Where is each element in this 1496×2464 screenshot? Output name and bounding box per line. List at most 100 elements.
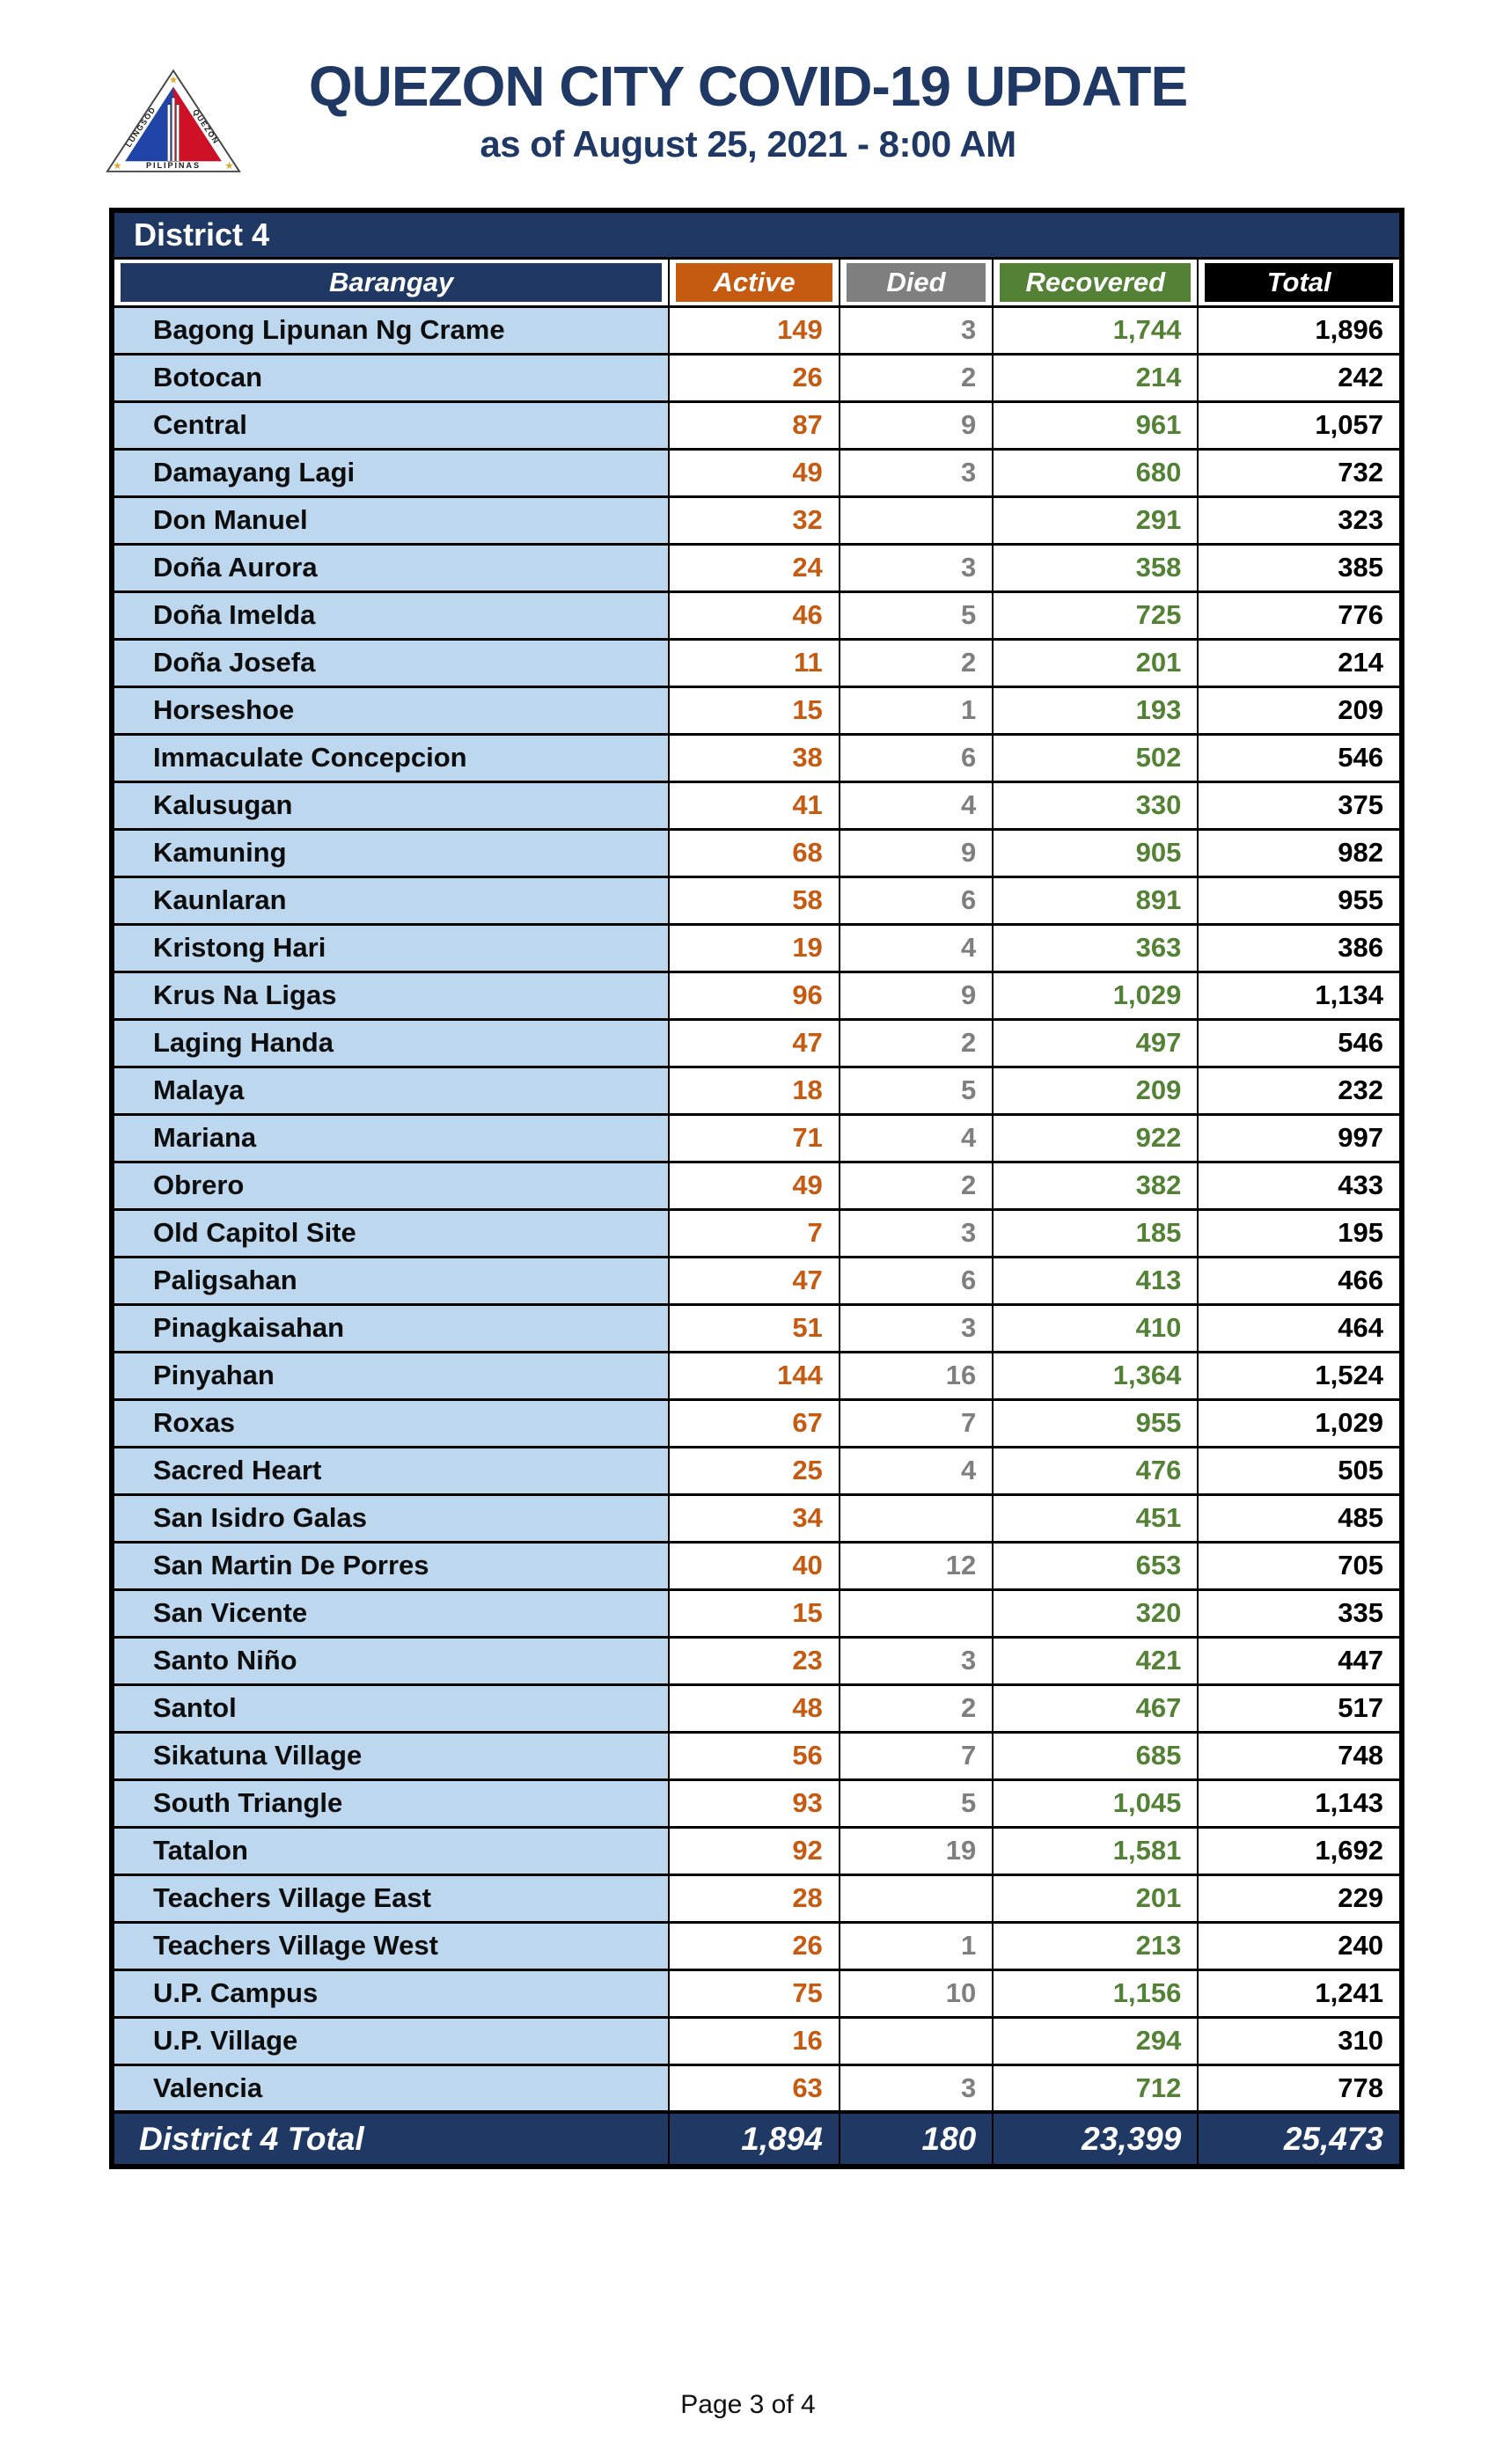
active-count-cell: 47 <box>668 1017 840 1068</box>
barangay-name-cell: Doña Josefa <box>110 637 671 688</box>
total-count-cell: 1,692 <box>1197 1825 1403 1876</box>
active-count-cell: 92 <box>668 1825 840 1876</box>
died-count-cell: 9 <box>838 970 994 1021</box>
total-count-cell: 955 <box>1197 875 1403 926</box>
barangay-name-cell: Kristong Hari <box>110 922 671 973</box>
died-count-cell: 3 <box>838 1635 994 1686</box>
total-count-cell: 505 <box>1197 1445 1403 1496</box>
table-row: Sacred Heart 25 4 476 505 <box>110 1445 1403 1496</box>
recovered-count-cell: 467 <box>992 1683 1199 1734</box>
table-row: Mariana 71 4 922 997 <box>110 1112 1403 1163</box>
active-count-cell: 49 <box>668 447 840 498</box>
barangay-name-cell: Mariana <box>110 1112 671 1163</box>
active-count-cell: 26 <box>668 1920 840 1971</box>
recovered-count-cell: 213 <box>992 1920 1199 1971</box>
total-count-cell: 229 <box>1197 1873 1403 1924</box>
active-count-cell: 15 <box>668 1588 840 1639</box>
barangay-name-cell: Horseshoe <box>110 685 671 736</box>
active-count-cell: 67 <box>668 1397 840 1448</box>
table-row: Kristong Hari 19 4 363 386 <box>110 922 1403 973</box>
active-count-cell: 51 <box>668 1302 840 1353</box>
table-row: Doña Imelda 46 5 725 776 <box>110 590 1403 641</box>
recovered-count-cell: 201 <box>992 1873 1199 1924</box>
barangay-name-cell: San Martin De Porres <box>110 1540 671 1591</box>
recovered-count-cell: 330 <box>992 780 1199 831</box>
recovered-count-cell: 891 <box>992 875 1199 926</box>
died-count-cell: 6 <box>838 875 994 926</box>
active-header-label: Active <box>676 262 832 302</box>
total-count-cell: 195 <box>1197 1207 1403 1258</box>
total-count-cell: 997 <box>1197 1112 1403 1163</box>
recovered-count-cell: 320 <box>992 1588 1199 1639</box>
died-count-cell: 9 <box>838 400 994 451</box>
quezon-city-seal-icon: ★ ★ ★ LUNGSOD QUEZON PILIPINAS <box>106 69 241 172</box>
died-count-cell: 4 <box>838 1112 994 1163</box>
barangay-name-cell: Obrero <box>110 1160 671 1211</box>
seal-bottom-label: PILIPINAS <box>146 161 201 170</box>
total-count-cell: 240 <box>1197 1920 1403 1971</box>
active-count-cell: 38 <box>668 732 840 783</box>
table-row: U.P. Village 16 294 310 <box>110 2015 1403 2066</box>
died-count-cell: 7 <box>838 1397 994 1448</box>
active-count-cell: 63 <box>668 2063 840 2114</box>
barangay-name-cell: South Triangle <box>110 1778 671 1829</box>
active-count-cell: 87 <box>668 400 840 451</box>
table-row: Roxas 67 7 955 1,029 <box>110 1397 1403 1448</box>
died-count-cell: 1 <box>838 1920 994 1971</box>
recovered-count-cell: 185 <box>992 1207 1199 1258</box>
district-total-died: 180 <box>838 2110 994 2167</box>
died-header-label: Died <box>846 262 986 302</box>
barangay-name-cell: Doña Imelda <box>110 590 671 641</box>
barangay-name-cell: Teachers Village West <box>110 1920 671 1971</box>
died-count-cell: 2 <box>838 1160 994 1211</box>
barangay-name-cell: Valencia <box>110 2063 671 2114</box>
recovered-count-cell: 1,581 <box>992 1825 1199 1876</box>
table-row: Laging Handa 47 2 497 546 <box>110 1017 1403 1068</box>
total-count-cell: 732 <box>1197 447 1403 498</box>
table-row: Kaunlaran 58 6 891 955 <box>110 875 1403 926</box>
table-row: Doña Aurora 24 3 358 385 <box>110 542 1403 593</box>
barangay-name-cell: Kalusugan <box>110 780 671 831</box>
died-count-cell: 1 <box>838 685 994 736</box>
recovered-count-cell: 1,744 <box>992 304 1199 356</box>
district-total-label: District 4 Total <box>110 2110 671 2167</box>
total-count-cell: 335 <box>1197 1588 1403 1639</box>
recovered-count-cell: 961 <box>992 400 1199 451</box>
table-row: San Vicente 15 320 335 <box>110 1588 1403 1639</box>
barangay-name-cell: Don Manuel <box>110 495 671 546</box>
active-count-cell: 15 <box>668 685 840 736</box>
district-total-recovered: 23,399 <box>992 2110 1199 2167</box>
barangay-name-cell: Pinagkaisahan <box>110 1302 671 1353</box>
died-count-cell: 2 <box>838 1017 994 1068</box>
district-total-total: 25,473 <box>1197 2110 1403 2167</box>
table-row: Krus Na Ligas 96 9 1,029 1,134 <box>110 970 1403 1021</box>
barangay-name-cell: Bagong Lipunan Ng Crame <box>110 304 671 356</box>
active-count-cell: 40 <box>668 1540 840 1591</box>
active-count-cell: 75 <box>668 1968 840 2019</box>
died-count-cell: 10 <box>838 1968 994 2019</box>
barangay-name-cell: Doña Aurora <box>110 542 671 593</box>
total-count-cell: 1,241 <box>1197 1968 1403 2019</box>
seal-star-left-icon: ★ <box>113 161 121 172</box>
table-row: Kamuning 68 9 905 982 <box>110 827 1403 878</box>
total-count-cell: 485 <box>1197 1492 1403 1544</box>
recovered-count-cell: 685 <box>992 1730 1199 1781</box>
barangay-name-cell: Kamuning <box>110 827 671 878</box>
active-count-cell: 25 <box>668 1445 840 1496</box>
barangay-name-cell: Santol <box>110 1683 671 1734</box>
active-count-cell: 93 <box>668 1778 840 1829</box>
total-count-cell: 1,524 <box>1197 1350 1403 1401</box>
seal-star-right-icon: ★ <box>224 161 233 172</box>
recovered-count-cell: 725 <box>992 590 1199 641</box>
total-count-cell: 209 <box>1197 685 1403 736</box>
recovered-count-cell: 922 <box>992 1112 1199 1163</box>
total-count-cell: 1,143 <box>1197 1778 1403 1829</box>
active-count-cell: 7 <box>668 1207 840 1258</box>
recovered-count-cell: 476 <box>992 1445 1199 1496</box>
total-count-cell: 466 <box>1197 1255 1403 1306</box>
active-count-cell: 41 <box>668 780 840 831</box>
died-count-cell: 16 <box>838 1350 994 1401</box>
total-count-cell: 546 <box>1197 1017 1403 1068</box>
table-row: Horseshoe 15 1 193 209 <box>110 685 1403 736</box>
recovered-count-cell: 358 <box>992 542 1199 593</box>
